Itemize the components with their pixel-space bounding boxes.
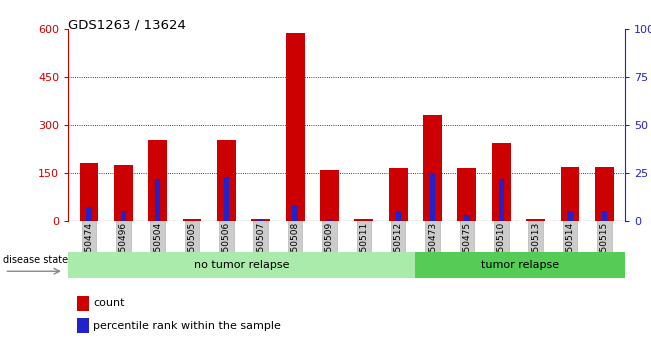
Bar <box>77 296 89 311</box>
Bar <box>68 252 415 278</box>
Text: count: count <box>93 298 125 308</box>
Bar <box>286 32 305 221</box>
Bar <box>526 219 545 221</box>
Bar <box>77 318 89 333</box>
Bar <box>492 142 511 221</box>
Bar <box>567 211 573 221</box>
Text: disease state: disease state <box>3 256 68 265</box>
Bar <box>464 215 469 221</box>
Bar <box>499 179 504 221</box>
Bar <box>258 219 264 221</box>
Bar <box>217 140 236 221</box>
Bar <box>114 165 133 221</box>
Bar <box>595 167 614 221</box>
Bar <box>120 211 126 221</box>
Bar <box>79 164 98 221</box>
Bar <box>458 168 477 221</box>
Bar <box>561 167 579 221</box>
Bar <box>251 219 270 221</box>
Bar <box>148 140 167 221</box>
Bar <box>430 173 436 221</box>
Bar <box>224 177 229 221</box>
Text: tumor relapse: tumor relapse <box>481 260 559 270</box>
Text: no tumor relapse: no tumor relapse <box>194 260 290 270</box>
Bar <box>396 211 401 221</box>
Bar <box>389 168 408 221</box>
Bar <box>155 179 160 221</box>
Bar <box>327 219 332 221</box>
Bar <box>320 170 339 221</box>
Bar <box>292 206 298 221</box>
Bar <box>182 219 202 221</box>
Bar <box>415 252 625 278</box>
Bar <box>87 207 92 221</box>
Text: percentile rank within the sample: percentile rank within the sample <box>93 321 281 331</box>
Bar <box>423 116 442 221</box>
Bar <box>354 219 373 221</box>
Bar <box>602 211 607 221</box>
Text: GDS1263 / 13624: GDS1263 / 13624 <box>68 19 186 32</box>
